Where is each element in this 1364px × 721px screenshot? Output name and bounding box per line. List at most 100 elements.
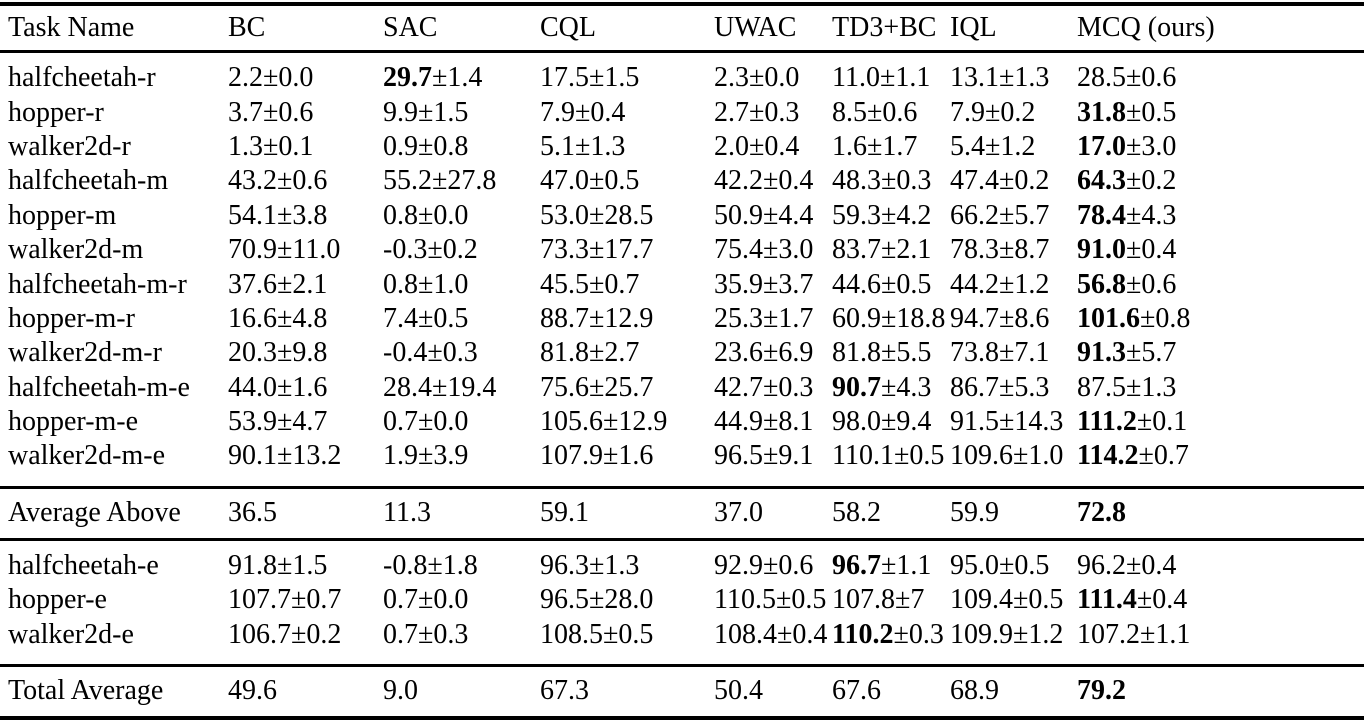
value-cell-iql: 78.3±8.7 xyxy=(950,233,1077,267)
value-cell-bc: 49.6 xyxy=(228,665,383,718)
value-cell-td3-bc: 44.6±0.5 xyxy=(832,267,950,301)
value-cell-bc: 3.7±0.6 xyxy=(228,95,383,129)
score-value: 0.7 xyxy=(383,406,418,438)
value-cell-sac: 0.7±0.0 xyxy=(383,405,540,439)
score-value: 75.4 xyxy=(714,234,763,266)
std-deviation-value: ±0.8 xyxy=(418,130,469,162)
score-value: 108.4 xyxy=(714,618,777,650)
table-section-total-average: Total Average 49.6 9.0 67.3 50.4 67.6 68.9 79.2 xyxy=(0,665,1364,718)
std-deviation-value: ±0.7 xyxy=(291,584,342,616)
value-cell-bc: 20.3±9.8 xyxy=(228,336,383,370)
score-value: 68.9 xyxy=(950,674,999,706)
std-deviation-value: ±4.7 xyxy=(277,406,328,438)
std-deviation-value: ±0.6 xyxy=(763,549,814,581)
std-deviation-value: ±5.7 xyxy=(999,199,1050,231)
score-value: 66.2 xyxy=(950,199,999,231)
score-value: -0.8 xyxy=(383,549,428,581)
task-name-cell: hopper-m xyxy=(8,199,117,231)
score-value: 108.5 xyxy=(540,618,603,650)
score-value: 107.8 xyxy=(832,584,895,616)
value-cell-iql: 91.5±14.3 xyxy=(950,405,1077,439)
score-value: 60.9 xyxy=(832,302,881,334)
value-cell-sac: -0.3±0.2 xyxy=(383,233,540,267)
value-cell-iql: 86.7±5.3 xyxy=(950,371,1077,405)
std-deviation-value: ±0.7 xyxy=(589,268,640,300)
value-cell-mcq-ours: 91.3±5.7 xyxy=(1077,336,1364,370)
value-cell-mcq-ours: 64.3±0.2 xyxy=(1077,164,1364,198)
std-deviation-value: ±13.2 xyxy=(277,440,342,472)
std-deviation-value: ±1.5 xyxy=(277,549,328,581)
task-name-cell: halfcheetah-m-r xyxy=(8,268,187,300)
score-value: 45.5 xyxy=(540,268,589,300)
score-value: 1.9 xyxy=(383,440,418,472)
value-cell-uwac: 42.2±0.4 xyxy=(714,164,832,198)
value-cell-td3-bc: 96.7±1.1 xyxy=(832,539,950,583)
score-value: 0.7 xyxy=(383,618,418,650)
score-value: 23.6 xyxy=(714,337,763,369)
value-cell-bc: 16.6±4.8 xyxy=(228,302,383,336)
score-value: 59.3 xyxy=(832,199,881,231)
value-cell-cql: 5.1±1.3 xyxy=(540,130,714,164)
value-cell-sac: 55.2±27.8 xyxy=(383,164,540,198)
value-cell-iql: 7.9±0.2 xyxy=(950,95,1077,129)
value-cell-iql: 109.9±1.2 xyxy=(950,617,1077,665)
score-value: 36.5 xyxy=(228,496,277,528)
value-cell-td3-bc: 60.9±18.8 xyxy=(832,302,950,336)
table-row-hopper-m: hopper-m 54.1±3.8 0.8±0.0 53.0±28.5 50.9±4.4… xyxy=(0,199,1364,233)
std-deviation-value: ±0.6 xyxy=(867,96,918,128)
score-value: 96.2 xyxy=(1077,549,1126,581)
std-deviation-value: ±0.2 xyxy=(427,234,478,266)
task-name-cell: hopper-r xyxy=(8,96,104,128)
value-cell-iql: 5.4±1.2 xyxy=(950,130,1077,164)
std-deviation-value: ±0.3 xyxy=(427,337,478,369)
score-value: 13.1 xyxy=(950,62,999,94)
best-score-value: 31.8 xyxy=(1077,96,1126,128)
score-value: 8.5 xyxy=(832,96,867,128)
score-value: 107.7 xyxy=(228,584,291,616)
value-cell-td3-bc: 81.8±5.5 xyxy=(832,336,950,370)
value-cell-td3-bc: 67.6 xyxy=(832,665,950,718)
value-cell-iql: 95.0±0.5 xyxy=(950,539,1077,583)
std-deviation-value: ±12.9 xyxy=(603,406,668,438)
std-deviation-value: ±2.1 xyxy=(881,234,932,266)
value-cell-uwac: 37.0 xyxy=(714,487,832,539)
score-value: 28.5 xyxy=(1077,62,1126,94)
std-deviation-value: ±0.1 xyxy=(263,130,314,162)
score-value: 110.1 xyxy=(832,440,894,472)
score-value: 7.9 xyxy=(950,96,985,128)
score-value: 16.6 xyxy=(228,302,277,334)
std-deviation-value: ±3.7 xyxy=(763,268,814,300)
score-value: 91.5 xyxy=(950,406,999,438)
value-cell-sac: 0.9±0.8 xyxy=(383,130,540,164)
score-value: 0.7 xyxy=(383,584,418,616)
value-cell-mcq-ours: 107.2±1.1 xyxy=(1077,617,1364,665)
value-cell-cql: 108.5±0.5 xyxy=(540,617,714,665)
best-score-value: 111.2 xyxy=(1077,406,1137,438)
value-cell-bc: 70.9±11.0 xyxy=(228,233,383,267)
best-score-value: 56.8 xyxy=(1077,268,1126,300)
task-name-cell: hopper-m-e xyxy=(8,406,139,438)
std-deviation-value: ±1.4 xyxy=(432,62,483,94)
column-header-uwac: UWAC xyxy=(714,4,832,53)
value-cell-bc: 43.2±0.6 xyxy=(228,164,383,198)
score-value: 43.2 xyxy=(228,165,277,197)
column-header-cql: CQL xyxy=(540,4,714,53)
score-value: 55.2 xyxy=(383,165,432,197)
table-row-hopper-m-e: hopper-m-e 53.9±4.7 0.7±0.0 105.6±12.9 44.9±… xyxy=(0,405,1364,439)
value-cell-bc: 2.2±0.0 xyxy=(228,52,383,96)
std-deviation-value: ±1.1 xyxy=(879,62,931,94)
best-score-value: 96.7 xyxy=(832,549,881,581)
value-cell-cql: 59.1 xyxy=(540,487,714,539)
value-cell-iql: 66.2±5.7 xyxy=(950,199,1077,233)
std-deviation-value: ±5.5 xyxy=(881,337,932,369)
value-cell-td3-bc: 107.8±7 xyxy=(832,583,950,617)
score-value: 47.0 xyxy=(540,165,589,197)
best-score-value: 111.4 xyxy=(1077,584,1137,616)
score-value: 73.3 xyxy=(540,234,589,266)
task-name-cell: walker2d-m-e xyxy=(8,440,166,472)
value-cell-uwac: 96.5±9.1 xyxy=(714,439,832,487)
value-cell-bc: 107.7±0.7 xyxy=(228,583,383,617)
score-value: 110.5 xyxy=(714,584,776,616)
score-value: 44.9 xyxy=(714,406,763,438)
best-score-value: 91.0 xyxy=(1077,234,1126,266)
